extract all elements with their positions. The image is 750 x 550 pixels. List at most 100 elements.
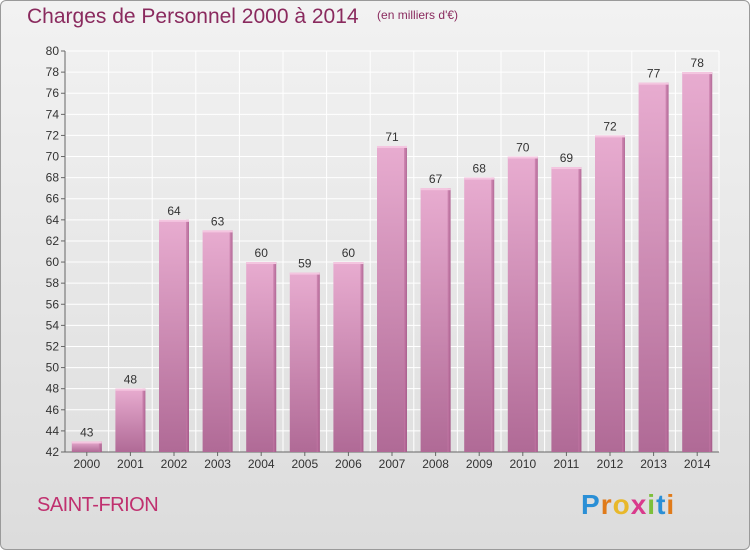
axes: 42 44 46 48 50 52 54 56 58 60 62 64 66 68 70 72 74 76 78 80… [46, 44, 719, 471]
bar-edge [316, 272, 320, 452]
bar-top [377, 145, 407, 148]
bar [333, 262, 364, 452]
data-label: 69 [560, 151, 574, 165]
y-tick-label: 56 [46, 297, 60, 311]
logo-letter: x [630, 489, 648, 520]
bar [420, 188, 451, 452]
bar-top [115, 388, 146, 391]
chart-unit: (en milliers d'€) [377, 8, 459, 22]
bar-top [551, 167, 582, 170]
bar-edge [491, 177, 495, 452]
y-tick-label: 60 [46, 255, 60, 269]
x-tick-label: 2014 [684, 457, 711, 471]
x-tick-label: 2004 [248, 457, 275, 471]
data-label: 60 [255, 246, 269, 260]
data-label: 71 [385, 130, 399, 144]
data-labels: 43 48 64 63 60 59 60 71 67 68 70 69 72 77 78 [80, 56, 704, 439]
y-tick-label: 74 [46, 107, 60, 121]
y-tick-label: 72 [46, 128, 60, 142]
bar-edge [142, 388, 146, 452]
logo-letter: r [600, 489, 613, 520]
bar-top [202, 230, 233, 233]
y-tick-label: 50 [46, 361, 60, 375]
y-tick-label: 80 [46, 44, 60, 58]
data-label: 78 [691, 56, 705, 70]
x-tick-label: 2005 [291, 457, 318, 471]
data-label: 70 [516, 141, 530, 155]
x-tick-label: 2013 [640, 457, 667, 471]
x-tick-label: 2003 [204, 457, 231, 471]
data-label: 59 [298, 257, 312, 271]
bar [246, 262, 277, 452]
bar-edge [360, 262, 364, 452]
bar-edge [622, 135, 625, 452]
data-label: 67 [429, 172, 443, 186]
x-tick-label: 2006 [335, 457, 362, 471]
bar-top [289, 272, 320, 275]
x-tick-label: 2011 [553, 457, 579, 471]
bar [464, 177, 495, 452]
bar [595, 135, 625, 452]
bar-top [682, 72, 713, 75]
commune-name: SAINT-FRION [37, 494, 159, 516]
x-tick-label: 2010 [509, 457, 536, 471]
logo-letter: i [666, 489, 676, 520]
y-tick-label: 64 [46, 213, 60, 227]
x-tick-label: 2002 [161, 457, 188, 471]
bar-edge [273, 262, 277, 452]
data-label: 63 [211, 214, 225, 228]
y-tick-label: 52 [46, 339, 60, 353]
y-tick-label: 48 [46, 382, 60, 396]
bar-top [420, 188, 451, 191]
y-tick-label: 70 [46, 150, 60, 164]
data-label: 64 [167, 204, 181, 218]
data-label: 77 [647, 67, 661, 81]
logo-letter: i [647, 489, 657, 520]
data-label: 48 [124, 373, 138, 387]
bar-top [333, 262, 364, 265]
x-tick-label: 2000 [73, 457, 100, 471]
y-tick-label: 66 [46, 192, 60, 206]
proxiti-logo[interactable]: Proxiti [581, 489, 675, 521]
bar [507, 156, 538, 453]
bar-top [638, 82, 669, 85]
bar-top [595, 135, 625, 138]
chart-title: Charges de Personnel 2000 à 2014 [27, 5, 359, 28]
bar-edge [404, 145, 407, 452]
x-tick-label: 2007 [379, 457, 406, 471]
logo-letter: P [581, 489, 601, 520]
bar-edge [447, 188, 451, 452]
bar [115, 388, 146, 452]
y-tick-label: 78 [46, 65, 60, 79]
y-tick-label: 58 [46, 276, 60, 290]
data-label: 43 [80, 425, 94, 439]
logo-letter: o [612, 489, 631, 520]
bar [202, 230, 233, 452]
data-label: 68 [473, 162, 487, 176]
y-tick-label: 76 [46, 86, 60, 100]
bar-top [464, 177, 495, 180]
y-tick-label: 42 [46, 445, 60, 459]
y-tick-label: 68 [46, 171, 60, 185]
data-label: 72 [603, 119, 617, 133]
bar [551, 167, 582, 452]
bar-top [246, 262, 277, 265]
x-tick-label: 2009 [466, 457, 493, 471]
x-tick-label: 2001 [117, 457, 144, 471]
data-label: 60 [342, 246, 356, 260]
bar-edge [186, 219, 189, 452]
y-tick-label: 62 [46, 234, 60, 248]
chart-header: Charges de Personnel 2000 à 2014 (en mil… [27, 5, 458, 29]
x-tick-label: 2008 [422, 457, 449, 471]
bar-top [71, 441, 102, 444]
bar [682, 72, 713, 453]
bars [71, 72, 713, 453]
bar-top [507, 156, 538, 159]
bar-edge [98, 441, 102, 452]
y-tick-label: 54 [46, 318, 60, 332]
x-tick-label: 2012 [597, 457, 624, 471]
bar-edge [578, 167, 582, 452]
bar-edge [709, 72, 713, 453]
